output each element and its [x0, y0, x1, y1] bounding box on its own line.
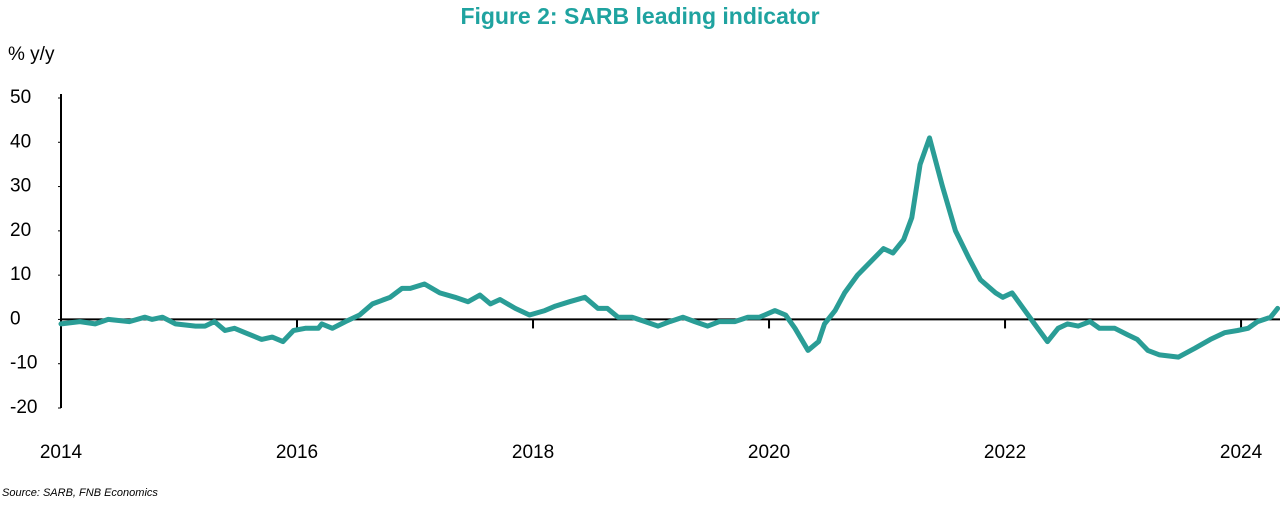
x-tick-label: 2016 — [276, 442, 318, 463]
y-tick-label: 20 — [10, 220, 31, 241]
y-axis-label: % y/y — [8, 44, 55, 65]
x-tick-label: 2022 — [984, 442, 1026, 463]
y-tick-label: 40 — [10, 131, 31, 152]
x-tick-label: 2018 — [512, 442, 554, 463]
chart-title: Figure 2: SARB leading indicator — [460, 3, 819, 29]
y-tick-label: 30 — [10, 176, 31, 197]
x-tick-label: 2024 — [1220, 442, 1263, 463]
y-tick-label: 50 — [10, 87, 31, 108]
x-tick-label: 2014 — [40, 442, 83, 463]
y-tick-label: -20 — [10, 397, 37, 418]
y-tick-label: 10 — [10, 264, 31, 285]
y-tick-label: -10 — [10, 353, 37, 374]
x-tick-label: 2020 — [748, 442, 790, 463]
line — [58, 135, 1280, 360]
source: Source: SARB, FNB Economics — [2, 487, 158, 499]
y-tick-label: 0 — [10, 308, 21, 329]
